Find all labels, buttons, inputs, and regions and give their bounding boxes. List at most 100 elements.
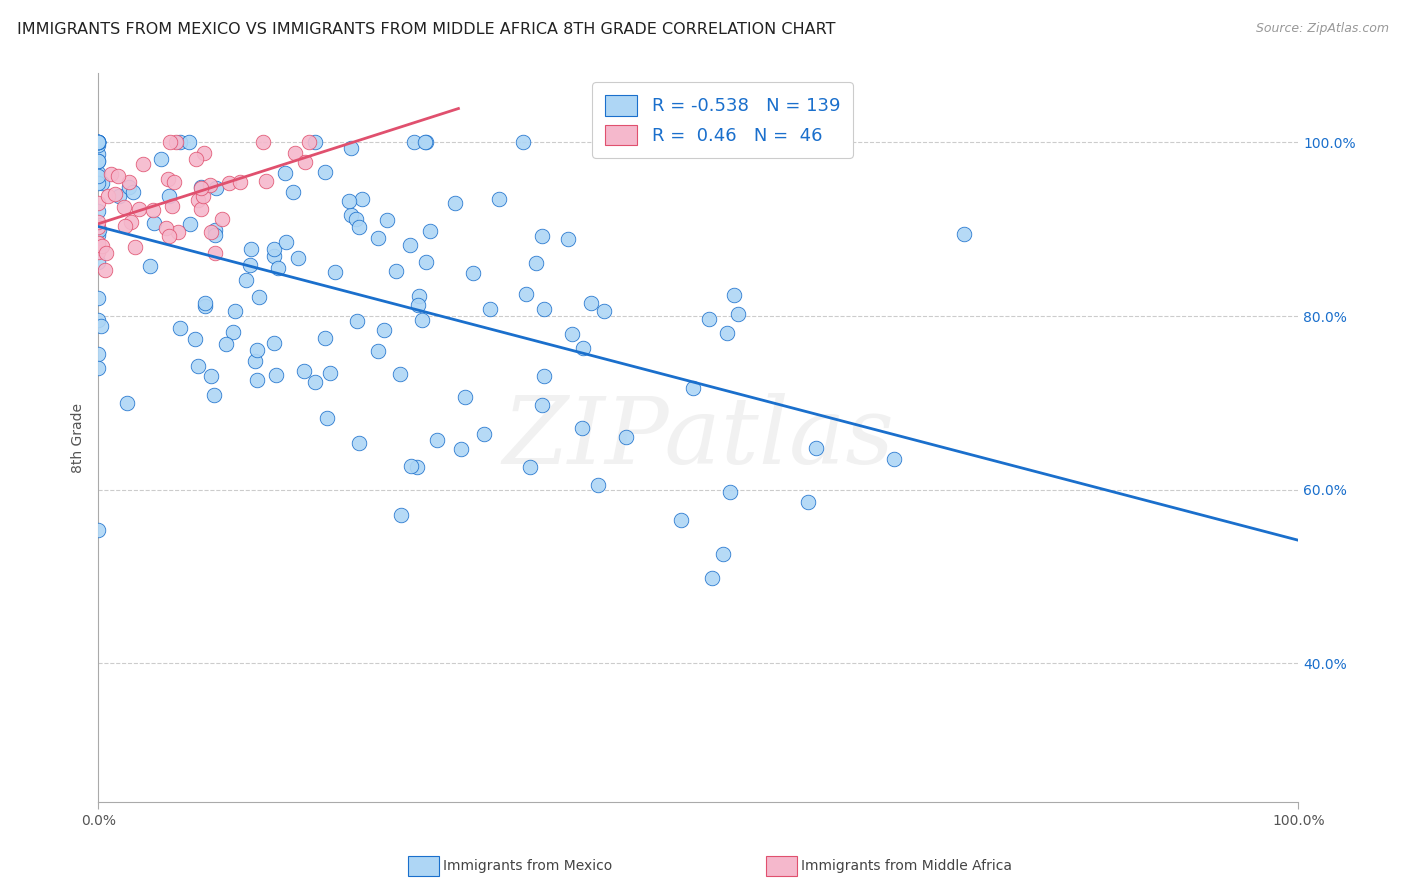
Point: [273, 165, 295, 179]
Point: [107, 169, 129, 183]
Point: [87, 154, 110, 169]
Point: [276, 235, 298, 249]
Point: [298, 136, 321, 150]
Point: [669, 513, 692, 527]
Point: [90, 318, 112, 333]
Point: [398, 238, 420, 252]
Point: [96, 245, 118, 260]
Point: [87, 137, 110, 152]
Point: [190, 179, 212, 194]
Point: [204, 227, 226, 242]
Point: [488, 192, 510, 206]
Point: [87, 255, 110, 269]
Point: [87, 166, 110, 180]
Point: [179, 217, 201, 231]
Point: [415, 254, 437, 268]
Point: [347, 220, 370, 235]
Point: [90, 239, 112, 253]
Point: [263, 242, 285, 256]
Point: [304, 375, 326, 389]
Point: [167, 225, 190, 239]
Point: [530, 398, 553, 412]
Point: [120, 215, 142, 229]
Point: [87, 154, 110, 169]
Point: [87, 136, 110, 150]
Text: Immigrants from Middle Africa: Immigrants from Middle Africa: [801, 859, 1012, 873]
Point: [557, 232, 579, 246]
Point: [87, 524, 110, 538]
Point: [100, 167, 122, 181]
Point: [796, 495, 818, 509]
Point: [87, 219, 110, 234]
Point: [157, 228, 180, 243]
Point: [87, 136, 110, 150]
Point: [239, 258, 262, 272]
Point: [87, 136, 110, 150]
Point: [579, 296, 602, 310]
Point: [883, 452, 905, 467]
Point: [218, 176, 240, 190]
Point: [264, 368, 287, 383]
Text: Source: ZipAtlas.com: Source: ZipAtlas.com: [1256, 22, 1389, 36]
Point: [292, 364, 315, 378]
Point: [224, 304, 246, 318]
Point: [211, 211, 233, 226]
Point: [87, 136, 110, 150]
Point: [444, 195, 467, 210]
Point: [413, 136, 436, 150]
Point: [190, 202, 212, 217]
Point: [194, 295, 217, 310]
Point: [349, 436, 371, 450]
Point: [450, 442, 472, 456]
Point: [200, 225, 222, 239]
Point: [367, 231, 389, 245]
Point: [337, 194, 360, 208]
Point: [294, 155, 316, 169]
Point: [87, 136, 110, 150]
Point: [112, 200, 135, 214]
Point: [533, 369, 555, 384]
Point: [132, 157, 155, 171]
Point: [533, 302, 555, 317]
Point: [194, 299, 217, 313]
Point: [281, 185, 304, 199]
Point: [143, 216, 166, 230]
Point: [340, 141, 363, 155]
Point: [243, 353, 266, 368]
Point: [346, 314, 368, 328]
Point: [165, 136, 187, 150]
Point: [700, 571, 723, 585]
Point: [352, 193, 374, 207]
Point: [87, 291, 110, 305]
Text: Immigrants from Mexico: Immigrants from Mexico: [443, 859, 612, 873]
Point: [716, 326, 738, 340]
Point: [246, 343, 269, 357]
Text: ZIPatlas: ZIPatlas: [502, 392, 894, 483]
Point: [87, 136, 110, 150]
Point: [426, 433, 449, 447]
Point: [263, 250, 285, 264]
Point: [205, 180, 228, 194]
Point: [461, 266, 484, 280]
Point: [246, 373, 269, 387]
Point: [87, 176, 110, 190]
Point: [389, 508, 412, 522]
Point: [284, 145, 307, 160]
Point: [87, 346, 110, 360]
Point: [87, 361, 110, 376]
Point: [561, 326, 583, 341]
Point: [254, 174, 277, 188]
Point: [524, 256, 547, 270]
Point: [187, 359, 209, 374]
Y-axis label: 8th Grade: 8th Grade: [72, 402, 86, 473]
Point: [479, 301, 502, 316]
Point: [104, 186, 127, 201]
Point: [108, 189, 131, 203]
Point: [191, 189, 214, 203]
Point: [316, 410, 339, 425]
Point: [200, 369, 222, 384]
Point: [419, 224, 441, 238]
Point: [87, 245, 110, 260]
Point: [240, 242, 263, 256]
Point: [399, 458, 422, 473]
